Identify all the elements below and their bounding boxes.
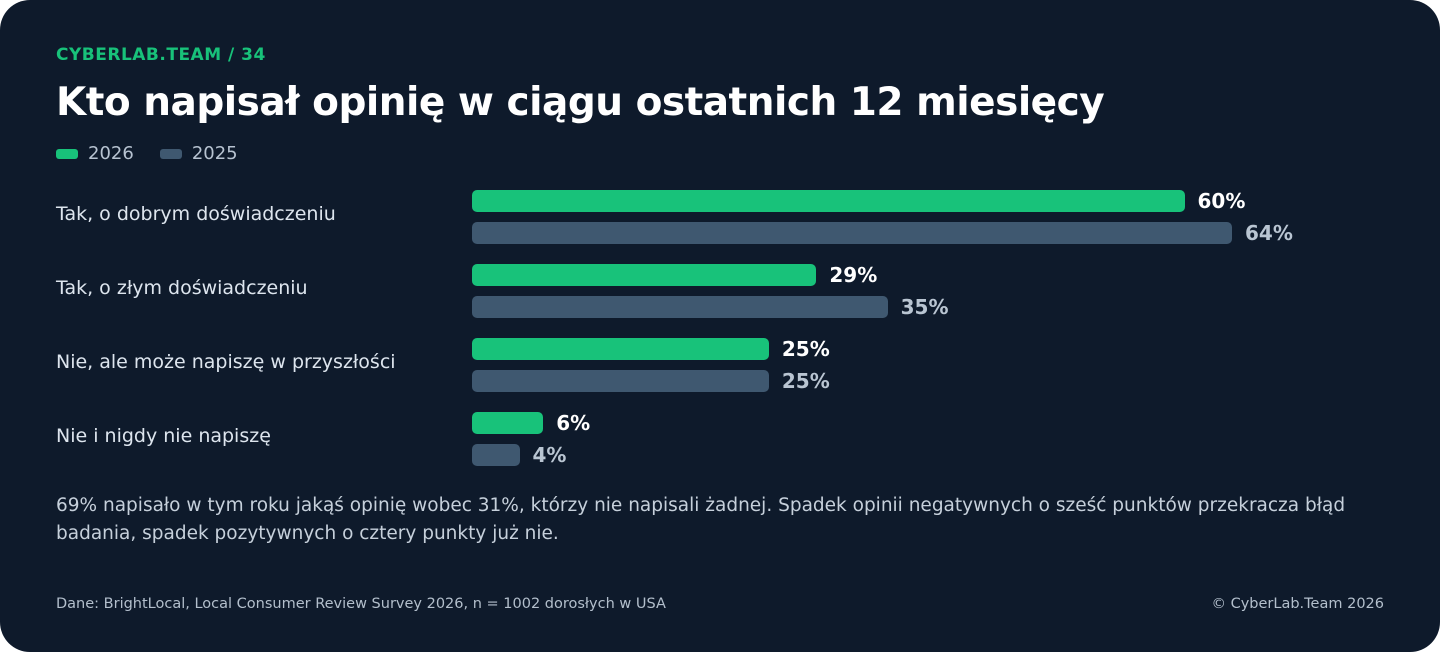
bar-2026 (472, 190, 1185, 212)
chart-note: 69% napisało w tym roku jakąś opinię wob… (56, 495, 1346, 544)
value-label-2025: 35% (900, 295, 949, 319)
bar-2026 (472, 264, 817, 286)
bar-2025 (472, 222, 1232, 244)
value-label-2026: 29% (829, 263, 878, 287)
bar-2026 (472, 412, 544, 434)
value-label-2025: 4% (532, 443, 567, 467)
category-label: Nie, ale może napiszę w przyszłości (56, 351, 396, 373)
category-label: Tak, o dobrym doświadczeniu (56, 203, 336, 225)
legend-swatch-2025 (159, 148, 182, 159)
legend-label-2026: 2026 (88, 143, 134, 164)
bar-2025 (472, 370, 769, 392)
bar-2025 (472, 296, 888, 318)
source-note: Dane: BrightLocal, Local Consumer Review… (56, 596, 666, 612)
series-kicker: CYBERLAB.TEAM / 34 (56, 45, 266, 65)
value-label-2026: 60% (1197, 189, 1246, 213)
value-label-2026: 25% (781, 337, 830, 361)
legend-label-2025: 2025 (191, 143, 238, 164)
chart-title: Kto napisał opinię w ciągu ostatnich 12 … (56, 80, 1105, 125)
legend-item-2026: 2026 (56, 143, 134, 164)
value-label-2025: 64% (1245, 221, 1293, 245)
legend-item-2025: 2025 (159, 143, 238, 164)
value-label-2026: 6% (556, 411, 591, 435)
copyright: © CyberLab.Team 2026 (1211, 596, 1384, 612)
bar-2026 (472, 338, 769, 360)
value-label-2025: 25% (781, 369, 830, 393)
category-label: Nie i nigdy nie napiszę (56, 425, 271, 447)
legend-swatch-2026 (56, 148, 78, 159)
bar-2025 (472, 444, 520, 466)
legend: 2026 2025 (56, 143, 264, 164)
category-label: Tak, o złym doświadczeniu (56, 277, 308, 299)
